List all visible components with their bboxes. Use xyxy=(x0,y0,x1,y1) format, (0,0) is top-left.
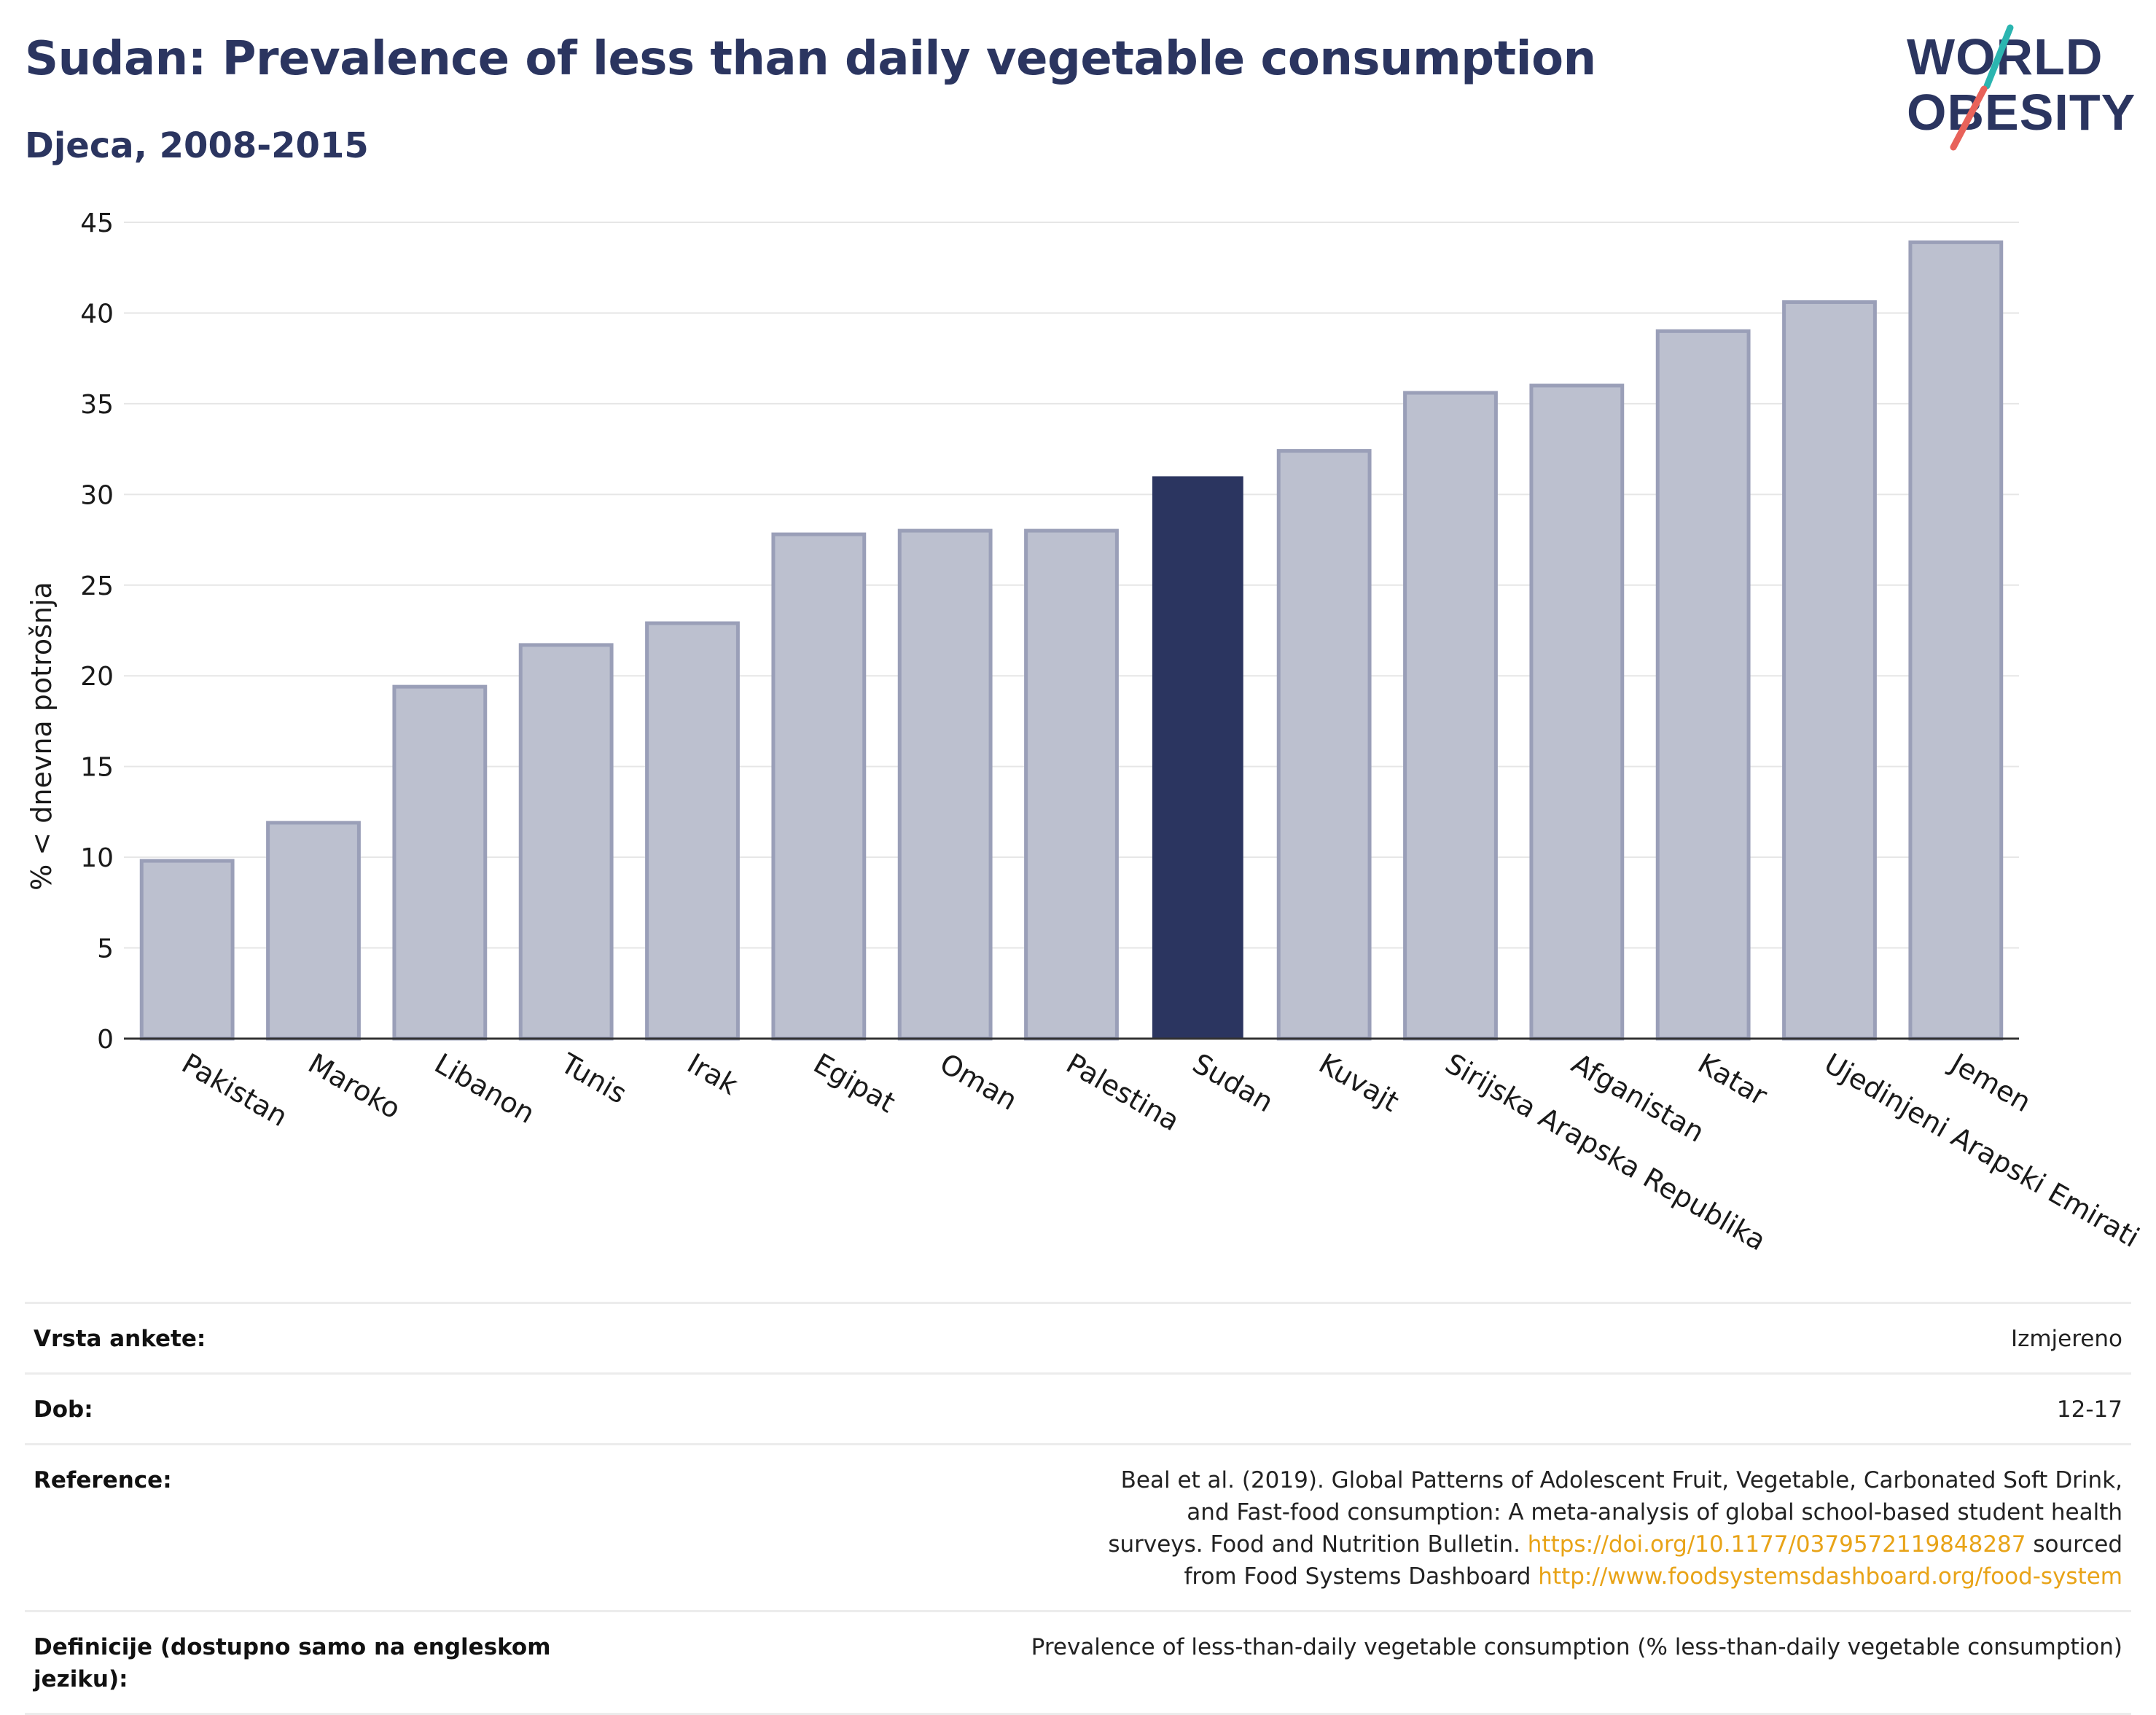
y-tick-label: 45 xyxy=(80,208,114,238)
bar xyxy=(897,528,993,1041)
chart-subtitle: Djeca, 2008-2015 xyxy=(25,125,369,166)
dashboard-link[interactable]: http://www.foodsystemsdashboard.org/food… xyxy=(1538,1563,2122,1590)
x-tick-label: Irak xyxy=(682,1047,743,1101)
x-tick-label: Oman xyxy=(934,1047,1023,1117)
metadata-table: Vrsta ankete: Izmjereno Dob: 12-17 Refer… xyxy=(25,1302,2131,1715)
bar xyxy=(266,821,361,1041)
meta-value: 12-17 xyxy=(2056,1396,2122,1423)
x-tick-label: Katar xyxy=(1692,1047,1773,1112)
x-tick-label: Sudan xyxy=(1187,1047,1279,1119)
bar xyxy=(645,621,740,1041)
bar xyxy=(1908,240,2004,1041)
meta-row-definition: Definicije (dostupno samo na engleskom j… xyxy=(25,1610,2131,1715)
y-tick-label: 20 xyxy=(80,662,114,692)
meta-row-survey-type: Vrsta ankete: Izmjereno xyxy=(25,1302,2131,1372)
x-tick-label: Maroko xyxy=(303,1047,407,1125)
meta-value-reference: Beal et al. (2019). Global Patterns of A… xyxy=(587,1464,2122,1593)
x-tick-label: Kuvajt xyxy=(1313,1047,1404,1118)
meta-row-age: Dob: 12-17 xyxy=(25,1372,2131,1443)
bar xyxy=(1403,391,1498,1041)
reference-text: Beal et al. (2019). Global Patterns of A… xyxy=(1108,1467,2122,1558)
bar xyxy=(518,643,614,1041)
y-tick-label: 10 xyxy=(80,843,114,873)
y-tick-label: 40 xyxy=(80,299,114,329)
meta-row-reference: Reference: Beal et al. (2019). Global Pa… xyxy=(25,1443,2131,1610)
y-tick-label: 0 xyxy=(97,1025,114,1055)
world-obesity-logo: WORLD OBESITY xyxy=(1907,24,2136,151)
labels-layer: Pakistan Maroko Libanon Tunis Irak Egipat Oman… xyxy=(176,1047,2144,1257)
doi-link[interactable]: https://doi.org/10.1177/0379572119848287 xyxy=(1527,1531,2026,1558)
y-tick-label: 25 xyxy=(80,571,114,601)
bar xyxy=(1529,383,1625,1041)
meta-label: Reference: xyxy=(34,1467,172,1493)
logo-slash-top xyxy=(1983,24,2014,90)
x-tick-label: Pakistan xyxy=(176,1047,293,1133)
y-tick-label: 30 xyxy=(80,480,114,510)
reference-text-mid: sourced from Food Systems Dashboard xyxy=(1184,1531,2122,1590)
y-tick-label: 15 xyxy=(80,753,114,783)
axis-layer: 0 5 10 15 20 25 30 35 40 45 xyxy=(80,208,2019,1055)
bar xyxy=(1276,449,1372,1041)
y-axis-label: % < dnevna potrošnja xyxy=(26,582,58,891)
bar xyxy=(1782,300,1877,1041)
meta-value: Prevalence of less-than-daily vegetable … xyxy=(1031,1634,2122,1660)
bar xyxy=(139,859,235,1041)
bar xyxy=(392,684,488,1041)
meta-value: Izmjereno xyxy=(2010,1326,2122,1352)
bar xyxy=(771,532,867,1041)
x-tick-label: Libanon xyxy=(429,1047,540,1130)
bar xyxy=(1152,476,1243,1039)
chart-title: Sudan: Prevalence of less than daily veg… xyxy=(25,32,1596,86)
x-tick-label: Egipat xyxy=(808,1047,901,1120)
y-tick-label: 35 xyxy=(80,390,114,420)
bars-layer xyxy=(139,240,2004,1041)
x-tick-label: Jemen xyxy=(1944,1047,2036,1119)
bar xyxy=(1655,329,1751,1041)
x-tick-label: Palestina xyxy=(1061,1047,1185,1138)
bar-chart: 0 5 10 15 20 25 30 35 40 45 Pakistan Maroko Libanon… xyxy=(26,208,2144,1257)
x-tick-label: Tunis xyxy=(555,1047,632,1110)
meta-label: Dob: xyxy=(34,1396,93,1423)
y-tick-label: 5 xyxy=(97,934,114,964)
meta-label: Vrsta ankete: xyxy=(34,1326,206,1352)
logo-slash-bottom xyxy=(1950,85,1988,151)
meta-label: Definicije (dostupno samo na engleskom j… xyxy=(34,1634,551,1692)
bar xyxy=(1024,528,1119,1041)
logo-text-obesity: OBESITY xyxy=(1907,84,2136,141)
